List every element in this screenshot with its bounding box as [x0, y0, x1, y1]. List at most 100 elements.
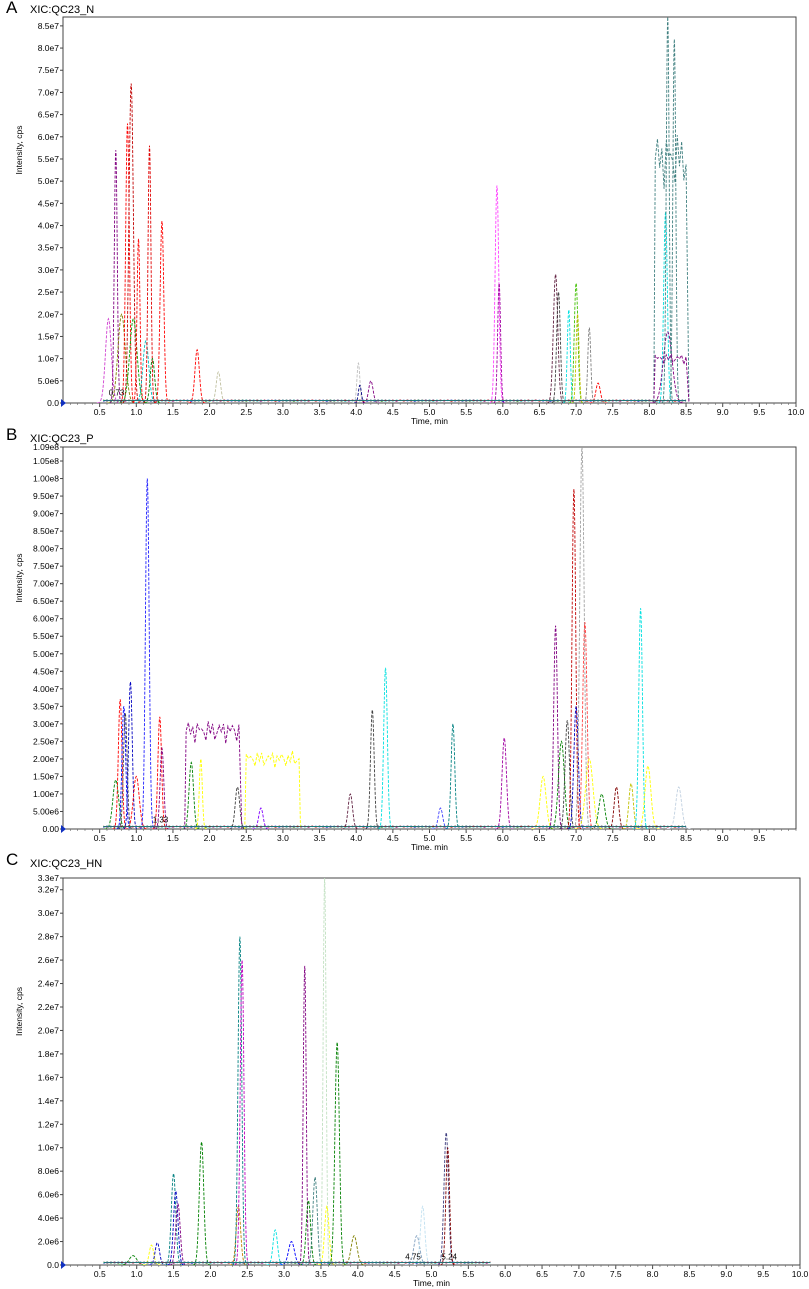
- peak-trace: [607, 786, 626, 829]
- peak-trace: [495, 736, 514, 829]
- y-tick-label: 6.00e7: [33, 614, 59, 624]
- y-tick-label: 2.00e7: [33, 754, 59, 764]
- peak-trace: [143, 357, 162, 403]
- x-tick-label: 8.5: [680, 833, 692, 843]
- peak-trace: [192, 1141, 211, 1265]
- y-tick-label: 4.0e6: [38, 1213, 60, 1223]
- y-tick-label: 6.0e7: [38, 132, 60, 142]
- y-tick-label: 1.05e8: [33, 456, 59, 466]
- x-tick-label: 10.0: [788, 407, 805, 417]
- y-tick-label: 1.50e7: [33, 771, 59, 781]
- y-tick-label: 5.50e7: [33, 631, 59, 641]
- peak-trace: [342, 1235, 366, 1265]
- y-tick-label: 5.00e7: [33, 649, 59, 659]
- y-tick-label: 5.0e7: [38, 176, 60, 186]
- y-tick-label: 0.0: [47, 398, 59, 408]
- y-tick-label: 4.0e7: [38, 221, 60, 231]
- x-tick-label: 6.5: [536, 1269, 548, 1279]
- peak-annotation-label: 5.24: [441, 1252, 457, 1261]
- peak-trace: [279, 1241, 304, 1265]
- peak-trace: [252, 807, 270, 829]
- origin-marker-icon: [61, 1261, 66, 1269]
- peak-trace: [548, 625, 563, 829]
- chromatogram-chart-b: 0.00 5.00e6 1.00e7 1.50e7 2.00e7 2.50e7 3.00e7…: [14, 442, 797, 850]
- x-tick-label: 4.5: [387, 407, 399, 417]
- peak-trace: [116, 706, 132, 829]
- peak-trace: [666, 786, 691, 829]
- y-tick-label: 3.0e7: [38, 265, 60, 275]
- y-tick-label: 4.50e7: [33, 666, 59, 676]
- y-tick-label: 4.5e7: [38, 198, 60, 208]
- traces-group: [103, 878, 491, 1265]
- y-tick-label: 5.5e7: [38, 154, 60, 164]
- x-tick-label: 9.5: [757, 1269, 769, 1279]
- peak-trace: [328, 1042, 347, 1265]
- peak-trace: [142, 1244, 161, 1265]
- y-axis-label: Intensity, cps: [14, 987, 24, 1036]
- x-tick-label: 10.0: [792, 1269, 809, 1279]
- peak-trace: [341, 793, 360, 829]
- peak-trace: [378, 667, 393, 829]
- x-tick-label: 2.0: [204, 407, 216, 417]
- y-tick-label: 2.8e7: [38, 932, 60, 942]
- x-tick-label: 4.0: [352, 1269, 364, 1279]
- x-tick-label: 2.0: [204, 1269, 216, 1279]
- plateau-trace: [184, 721, 243, 829]
- y-tick-label: 1.4e7: [38, 1096, 60, 1106]
- plateau-trace: [653, 353, 690, 403]
- peak-trace: [234, 960, 250, 1265]
- y-tick-label: 6.50e7: [33, 596, 59, 606]
- peak-trace: [440, 1147, 456, 1265]
- x-tick-label: 9.5: [753, 833, 765, 843]
- peak-trace: [96, 317, 121, 403]
- x-axis-label: Time, min: [411, 842, 448, 850]
- y-tick-label: 2.5e7: [38, 287, 60, 297]
- y-axis-label: Intensity, cps: [14, 554, 24, 603]
- x-axis-label: Time, min: [413, 1278, 450, 1288]
- x-tick-label: 1.0: [131, 1269, 143, 1279]
- y-tick-label: 2.0e7: [38, 1025, 60, 1035]
- y-tick-label: 0.0: [47, 1260, 59, 1270]
- peak-trace: [568, 283, 584, 403]
- peak-annotation-label: 4.75: [405, 1252, 421, 1261]
- y-tick-label: 1.00e8: [33, 474, 59, 484]
- traces-group: [96, 17, 690, 403]
- x-tick-label: 0.5: [94, 833, 106, 843]
- panel-letter-c: C: [6, 850, 19, 869]
- peak-trace: [318, 878, 331, 1265]
- peak-trace: [589, 382, 607, 403]
- x-tick-label: 4.0: [350, 833, 362, 843]
- y-tick-label: 3.5e7: [38, 243, 60, 253]
- x-tick-label: 5.0: [424, 833, 436, 843]
- peak-trace: [364, 709, 380, 829]
- x-tick-label: 8.0: [643, 833, 655, 843]
- y-tick-label: 2.0e6: [38, 1237, 60, 1247]
- traces-group: [103, 447, 691, 829]
- y-tick-label: 9.00e7: [33, 509, 59, 519]
- y-tick-label: 1.09e8: [33, 442, 59, 452]
- y-tick-label: 1.5e7: [38, 331, 60, 341]
- x-tick-label: 3.5: [315, 1269, 327, 1279]
- x-tick-label: 4.5: [389, 1269, 401, 1279]
- x-tick-label: 6.0: [497, 407, 509, 417]
- peak-trace: [266, 1229, 285, 1265]
- peak-trace: [298, 965, 311, 1265]
- panel-letter-a: A: [6, 0, 18, 17]
- x-tick-label: 8.0: [643, 407, 655, 417]
- x-tick-label: 2.0: [204, 833, 216, 843]
- x-tick-label: 7.5: [607, 407, 619, 417]
- y-tick-label: 4.00e7: [33, 684, 59, 694]
- chart-title-c: XIC:QC23_HN: [30, 858, 103, 870]
- x-tick-label: 7.0: [573, 1269, 585, 1279]
- peak-trace: [583, 327, 596, 403]
- peak-trace: [352, 361, 365, 403]
- x-tick-label: 5.0: [426, 1269, 438, 1279]
- x-tick-label: 6.5: [534, 833, 546, 843]
- x-tick-label: 4.0: [350, 407, 362, 417]
- x-tick-label: 7.0: [570, 833, 582, 843]
- peak-trace: [590, 793, 614, 829]
- peak-trace: [437, 1132, 456, 1265]
- y-tick-label: 1.8e7: [38, 1049, 60, 1059]
- x-tick-label: 3.0: [277, 407, 289, 417]
- peak-trace: [633, 608, 649, 829]
